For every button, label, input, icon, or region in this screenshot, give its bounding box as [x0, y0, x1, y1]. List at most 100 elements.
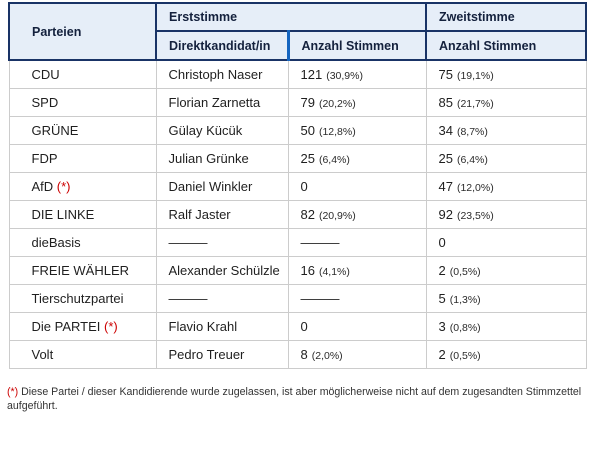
erststimme-votes-cell: 121 (30,9%) — [287, 59, 427, 89]
erststimme-votes: 82 — [300, 207, 315, 222]
zweitstimme-votes-cell: 25 (6,4%) — [425, 144, 587, 173]
party-cell: Die PARTEI (*) — [8, 312, 157, 341]
erststimme-votes: 25 — [300, 151, 315, 166]
header-anzahl-stimmen-zweit: Anzahl Stimmen — [425, 30, 587, 61]
erststimme-votes: 121 — [300, 67, 323, 82]
candidate-label: Gülay Kücük — [168, 123, 243, 138]
erststimme-percent: (4,1%) — [318, 266, 350, 278]
zweitstimme-percent: (0,5%) — [449, 266, 481, 278]
zweitstimme-votes-cell: 47 (12,0%) — [425, 172, 587, 201]
zweitstimme-percent: (23,5%) — [456, 210, 494, 222]
candidate-label: ——— — [168, 235, 208, 250]
candidate-label: Julian Grünke — [168, 151, 249, 166]
candidate-cell: Ralf Jaster — [155, 200, 289, 229]
party-label: Volt — [31, 347, 54, 362]
candidate-cell: Christoph Naser — [155, 59, 289, 89]
zweitstimme-votes: 2 — [438, 347, 446, 362]
party-cell: AfD (*) — [8, 172, 157, 201]
party-cell: FREIE WÄHLER — [8, 256, 157, 285]
party-label: GRÜNE — [31, 123, 79, 138]
zweitstimme-votes: 25 — [438, 151, 453, 166]
zweitstimme-percent: (0,5%) — [449, 350, 481, 362]
footnote-marker: (*) — [7, 386, 19, 398]
candidate-cell: ——— — [155, 284, 289, 313]
erststimme-votes-cell: 50 (12,8%) — [287, 116, 427, 145]
zweitstimme-votes-cell: 3 (0,8%) — [425, 312, 587, 341]
party-cell: DIE LINKE — [8, 200, 157, 229]
zweitstimme-percent: (1,3%) — [449, 294, 481, 306]
zweitstimme-votes: 3 — [438, 319, 446, 334]
party-cell: Tierschutzpartei — [8, 284, 157, 313]
candidate-label: Flavio Krahl — [168, 319, 238, 334]
erststimme-votes-cell: 8 (2,0%) — [287, 340, 427, 369]
header-zweitstimme: Zweitstimme — [425, 2, 587, 32]
erststimme-votes-cell: 25 (6,4%) — [287, 144, 427, 173]
header-direktkandidat: Direktkandidat/in — [155, 30, 289, 61]
zweitstimme-votes-cell: 2 (0,5%) — [425, 340, 587, 369]
erststimme-votes-cell: 16 (4,1%) — [287, 256, 427, 285]
zweitstimme-percent: (0,8%) — [449, 322, 481, 334]
party-cell: FDP — [8, 144, 157, 173]
zweitstimme-votes: 0 — [438, 235, 446, 250]
zweitstimme-percent: (21,7%) — [456, 98, 494, 110]
zweitstimme-votes: 75 — [438, 67, 453, 82]
candidate-cell: Julian Grünke — [155, 144, 289, 173]
erststimme-votes-cell: 0 — [287, 312, 427, 341]
party-cell: dieBasis — [8, 228, 157, 257]
erststimme-votes: 16 — [300, 263, 315, 278]
header-parteien: Parteien — [8, 2, 157, 61]
erststimme-percent: (30,9%) — [326, 70, 363, 82]
candidate-label: Florian Zarnetta — [168, 95, 261, 110]
candidate-label: Christoph Naser — [168, 67, 263, 82]
candidate-cell: Pedro Treuer — [155, 340, 289, 369]
party-label: FREIE WÄHLER — [31, 263, 130, 278]
candidate-cell: Alexander Schülzle — [155, 256, 289, 285]
erststimme-percent: (6,4%) — [318, 154, 350, 166]
party-label: Die PARTEI — [31, 319, 101, 334]
table-row: GRÜNE Gülay Kücük 50 (12,8%) 34 (8,7%) — [8, 116, 587, 145]
party-label: AfD — [31, 179, 54, 194]
candidate-label: Daniel Winkler — [168, 179, 253, 194]
erststimme-votes-cell: ——— — [287, 228, 427, 257]
party-cell: GRÜNE — [8, 116, 157, 145]
erststimme-percent: (20,2%) — [318, 98, 356, 110]
candidate-label: Ralf Jaster — [168, 207, 231, 222]
party-cell: CDU — [8, 59, 157, 89]
candidate-label: Alexander Schülzle — [168, 263, 280, 278]
zweitstimme-votes: 2 — [438, 263, 446, 278]
erststimme-votes: 0 — [300, 319, 308, 334]
table-body: CDU Christoph Naser 121 (30,9%) 75 (19,1%) SPD… — [8, 59, 587, 369]
zweitstimme-votes-cell: 75 (19,1%) — [425, 59, 587, 89]
election-results-table: Parteien Erststimme Zweitstimme Direktka… — [8, 2, 587, 369]
candidate-cell: Flavio Krahl — [155, 312, 289, 341]
zweitstimme-votes-cell: 92 (23,5%) — [425, 200, 587, 229]
erststimme-percent: (20,9%) — [318, 210, 356, 222]
table-row: dieBasis ——— ——— 0 — [8, 228, 587, 257]
erststimme-votes-cell: ——— — [287, 284, 427, 313]
party-footnote-marker: (*) — [100, 319, 118, 334]
table-row: DIE LINKE Ralf Jaster 82 (20,9%) 92 (23,5%) — [8, 200, 587, 229]
erststimme-votes: 79 — [300, 95, 315, 110]
party-label: SPD — [31, 95, 59, 110]
erststimme-percent: (2,0%) — [311, 350, 343, 362]
table-row: FREIE WÄHLER Alexander Schülzle 16 (4,1%) 2(… — [8, 256, 587, 285]
erststimme-votes-cell: 79 (20,2%) — [287, 88, 427, 117]
candidate-cell: ——— — [155, 228, 289, 257]
party-label: DIE LINKE — [31, 207, 95, 222]
zweitstimme-votes: 5 — [438, 291, 446, 306]
header-anzahl-stimmen-erst: Anzahl Stimmen — [286, 30, 427, 61]
zweitstimme-votes: 34 — [438, 123, 453, 138]
erststimme-votes: ——— — [300, 291, 340, 306]
erststimme-votes-cell: 0 — [287, 172, 427, 201]
party-cell: Volt — [8, 340, 157, 369]
zweitstimme-votes-cell: 5 (1,3%) — [425, 284, 587, 313]
table-row: Volt Pedro Treuer 8 (2,0%) 2 (0,5%) — [8, 340, 587, 369]
candidate-cell: Daniel Winkler — [155, 172, 289, 201]
party-footnote-marker: (*) — [53, 179, 71, 194]
table-header: Parteien Erststimme Zweitstimme Direktka… — [8, 2, 587, 61]
table-row: CDU Christoph Naser 121 (30,9%) 75 (19,1%) — [8, 59, 587, 89]
party-cell: SPD — [8, 88, 157, 117]
candidate-cell: Florian Zarnetta — [155, 88, 289, 117]
table-row: AfD (*) Daniel Winkler 0 47 (12,0%) — [8, 172, 587, 201]
party-label: Tierschutzpartei — [31, 291, 124, 306]
